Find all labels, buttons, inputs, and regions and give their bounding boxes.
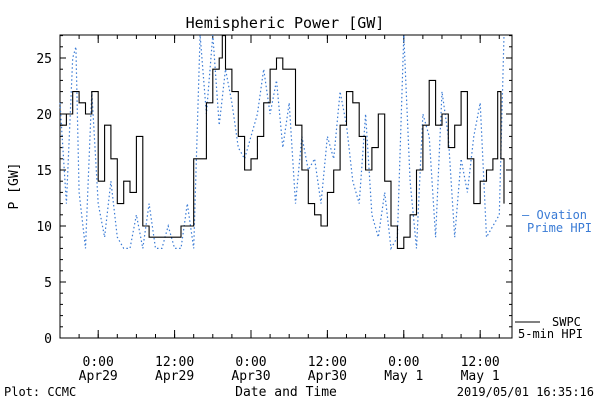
x-tick-label-time: 0:00	[235, 355, 266, 370]
y-tick-label: 5	[44, 276, 52, 291]
x-tick-label-time: 12:00	[308, 355, 347, 370]
footer-timestamp: 2019/05/01 16:35:16	[457, 385, 594, 399]
y-tick-label: 15	[36, 164, 52, 179]
plot-frame	[59, 34, 513, 339]
legend-swpc-line1: SWPC	[552, 315, 581, 329]
x-tick-label-time: 0:00	[83, 355, 114, 370]
x-tick-label-date: May 1	[384, 369, 423, 384]
legend-swpc-line2: 5-min HPI	[518, 327, 583, 341]
y-axis-ticks: 0 5 10 15 20 25	[36, 35, 512, 347]
x-tick-label-date: Apr30	[231, 369, 270, 384]
x-tick-label-time: 12:00	[155, 355, 194, 370]
swpc-hpi-line	[60, 35, 505, 249]
footer-left: Plot: CCMC	[4, 385, 76, 399]
x-tick-label-time: 0:00	[388, 355, 419, 370]
x-tick-label-time: 12:00	[461, 355, 500, 370]
y-tick-label: 0	[44, 332, 52, 347]
y-tick-label: 25	[36, 52, 52, 67]
y-tick-label: 20	[36, 108, 52, 123]
x-axis-ticks: 0:00Apr2912:00Apr290:00Apr3012:00Apr300:…	[59, 35, 500, 384]
ovation-prime-hpi-line	[59, 34, 505, 251]
x-tick-label-date: Apr30	[308, 369, 347, 384]
legend-ovation-line2: Prime HPI	[527, 221, 592, 235]
series-layer	[59, 34, 505, 251]
x-tick-label-date: Apr29	[155, 369, 194, 384]
x-axis-label: Date and Time	[235, 385, 337, 400]
chart-title: Hemispheric Power [GW]	[186, 14, 385, 32]
y-axis-label: P [GW]	[7, 163, 22, 210]
legend-ovation-line1: — Ovation	[522, 208, 587, 222]
x-tick-label-date: Apr29	[79, 369, 118, 384]
y-tick-label: 10	[36, 220, 52, 235]
x-tick-label-date: May 1	[461, 369, 500, 384]
